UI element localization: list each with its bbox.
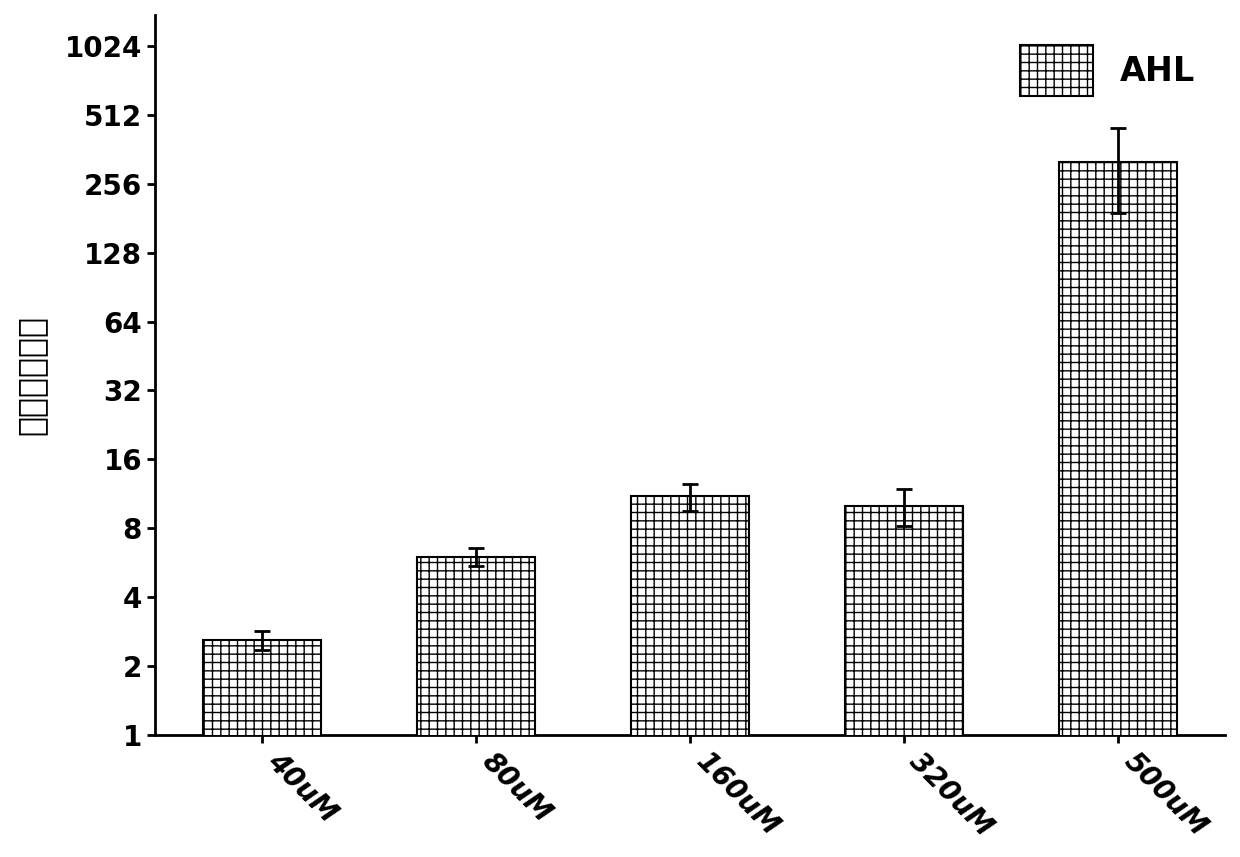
Bar <box>1059 162 1177 857</box>
Bar <box>846 506 963 857</box>
Legend: AHL: AHL <box>1007 32 1208 110</box>
Bar <box>418 557 534 857</box>
Bar <box>203 639 321 857</box>
Y-axis label: 增效比（倍）: 增效比（倍） <box>15 315 48 434</box>
Bar <box>631 496 749 857</box>
